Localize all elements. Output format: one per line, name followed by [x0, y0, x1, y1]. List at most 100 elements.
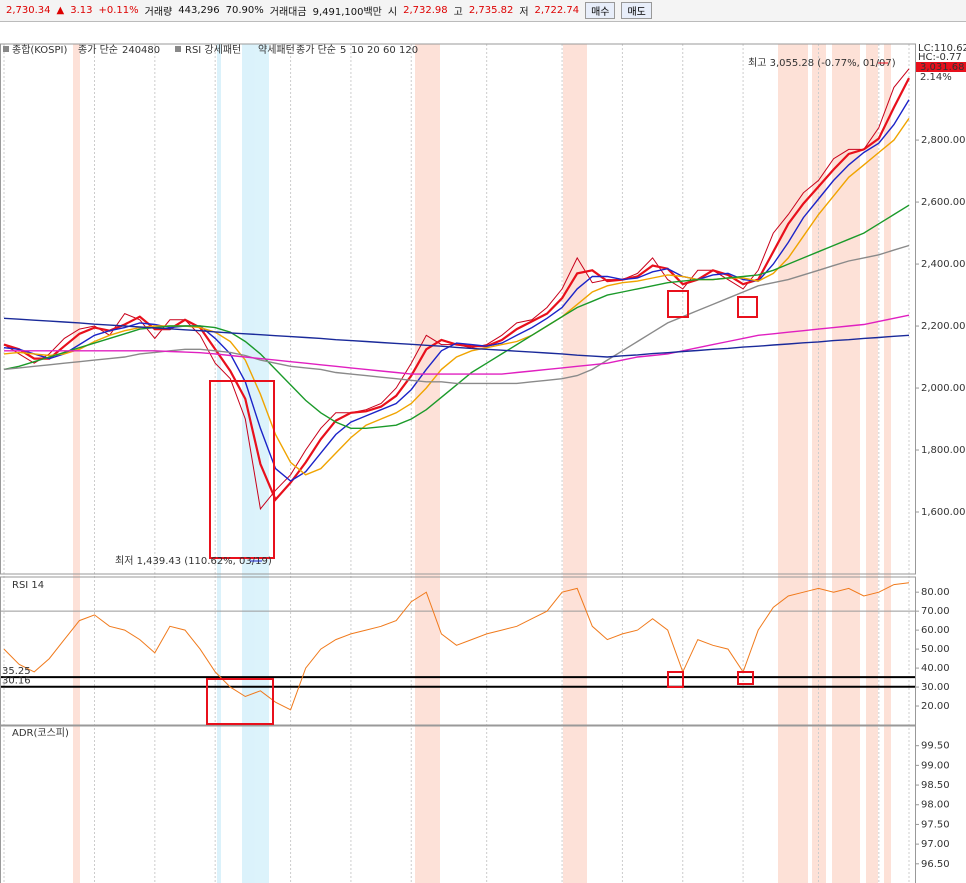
- open: 2,732.98: [403, 5, 448, 16]
- strong-band: [73, 44, 80, 883]
- y-tick-label: 60.00: [921, 625, 950, 636]
- strong-band: [866, 44, 878, 883]
- level-label: 35.25: [2, 666, 31, 677]
- legend-entry: 60: [383, 45, 396, 56]
- y-tick-label: 80.00: [921, 587, 950, 598]
- value: 9,491,100백만: [312, 7, 382, 18]
- y-tick-label: 97.50: [921, 819, 950, 830]
- side-tag: HC:-0.77: [918, 52, 962, 63]
- arrow: ▲: [56, 5, 65, 16]
- y-tick-label: 99.00: [921, 760, 950, 771]
- low-label: 저: [519, 7, 529, 18]
- box: [737, 671, 754, 685]
- box: [206, 678, 274, 725]
- side-tag: 3,031.68: [920, 62, 965, 73]
- high-note: 최고 3,055.28 (-0.77%, 01/07): [748, 57, 896, 69]
- buy-button[interactable]: 매수: [585, 2, 616, 19]
- strong-band: [832, 44, 860, 883]
- y-tick-label: 2,600.00: [921, 197, 966, 208]
- tag-box: [916, 62, 966, 72]
- y-tick-label: 2,000.00: [921, 383, 966, 394]
- high-label: 고: [453, 7, 463, 18]
- quote-bar: 2,730.34 ▲ 3.13 +0.11% 거래량 443,296 70.90…: [0, 0, 966, 22]
- box: [667, 671, 684, 688]
- legend-entry: 5: [340, 45, 346, 56]
- change-pct: +0.11%: [98, 5, 139, 16]
- legend-ma-label: 종가 단순: [296, 44, 336, 56]
- legend-entry: 20: [367, 45, 380, 56]
- grid-layer: [0, 44, 915, 883]
- series-line: [3, 317, 910, 358]
- series-line: [4, 314, 910, 375]
- sell-button[interactable]: 매도: [621, 2, 652, 19]
- y-tick-label: 99.50: [921, 741, 950, 752]
- annotations: 최고 3,055.28 (-0.77%, 01/07) 최저 1,439.43 …: [115, 43, 966, 567]
- legend-entry: 120: [399, 45, 418, 56]
- price: 2,730.34: [6, 5, 51, 16]
- rsi-frame: [0, 576, 916, 726]
- low-note: 최저 1,439.43 (110.62%, 03/19): [115, 555, 272, 567]
- y-tick-label: 40.00: [921, 663, 950, 674]
- series-line: [3, 582, 910, 711]
- level-label: 30.16: [2, 676, 31, 687]
- volume-label: 거래량: [144, 7, 173, 18]
- y-tick-label: 96.50: [921, 859, 950, 870]
- y-tick-label: 20.00: [921, 701, 950, 712]
- legend-entry: 240: [122, 45, 141, 56]
- series-line: [3, 99, 910, 482]
- box: [737, 296, 758, 318]
- weak-band: [242, 44, 269, 883]
- legend-entry: 10: [351, 45, 364, 56]
- legend-ma-label: 종가 단순: [78, 44, 118, 56]
- series-line: [3, 68, 910, 511]
- y-tick-label: 1,800.00: [921, 445, 966, 456]
- legend: 종합(KOSPI) 종가 단순 240 480 RSI 강세패턴 약세패턴 종가…: [3, 44, 418, 739]
- value-label: 거래대금: [269, 7, 307, 18]
- volume: 443,296: [178, 5, 220, 16]
- side-tag: LC:110.62: [918, 43, 966, 54]
- strong-band: [415, 44, 440, 883]
- series-line: [3, 244, 910, 385]
- series-line: [3, 118, 910, 476]
- open-label: 시: [387, 7, 398, 18]
- frames: [0, 43, 916, 883]
- strong-band: [563, 44, 587, 883]
- chart: 종합(KOSPI) 종가 단순 240 480 RSI 강세패턴 약세패턴 종가…: [0, 43, 966, 883]
- legend-icon: [175, 46, 181, 52]
- rsi-title: RSI 14: [12, 580, 44, 591]
- y-tick-label: 50.00: [921, 644, 950, 655]
- y-tick-label: 98.50: [921, 780, 950, 791]
- y-tick-label: 30.00: [921, 682, 950, 693]
- y-tick-label: 70.00: [921, 606, 950, 617]
- change: 3.13: [70, 5, 93, 16]
- high: 2,735.82: [468, 5, 514, 16]
- y-tick-label: 1,600.00: [921, 507, 966, 518]
- legend-entry: 480: [141, 45, 160, 56]
- side-tag: 2.14%: [920, 72, 952, 83]
- y-tick-label: 97.00: [921, 839, 950, 850]
- adr-title: ADR(코스피): [12, 727, 69, 739]
- legend-pattern: 약세패턴: [258, 44, 295, 56]
- line-layer: [3, 68, 910, 711]
- y-tick-label: 2,800.00: [921, 135, 966, 146]
- y-tick-label: 2,400.00: [921, 259, 966, 270]
- adr-frame: [0, 725, 916, 883]
- volume-ratio: 70.90%: [225, 5, 264, 16]
- bands: [73, 44, 891, 883]
- strong-band: [812, 44, 826, 883]
- legend-title: 종합(KOSPI): [12, 44, 68, 56]
- series-line: [3, 77, 910, 502]
- price-frame: [0, 43, 916, 575]
- box: [209, 380, 275, 559]
- box: [667, 290, 689, 318]
- strong-band: [778, 44, 808, 883]
- low: 2,722.74: [534, 5, 580, 16]
- weak-band: [217, 44, 221, 883]
- y-tick-label: 2,200.00: [921, 321, 966, 332]
- legend-icon: [3, 46, 9, 52]
- y-tick-label: 98.00: [921, 800, 950, 811]
- highlight-boxes: [206, 290, 758, 725]
- legend-pattern: RSI 강세패턴: [185, 44, 241, 56]
- strong-band: [884, 44, 891, 883]
